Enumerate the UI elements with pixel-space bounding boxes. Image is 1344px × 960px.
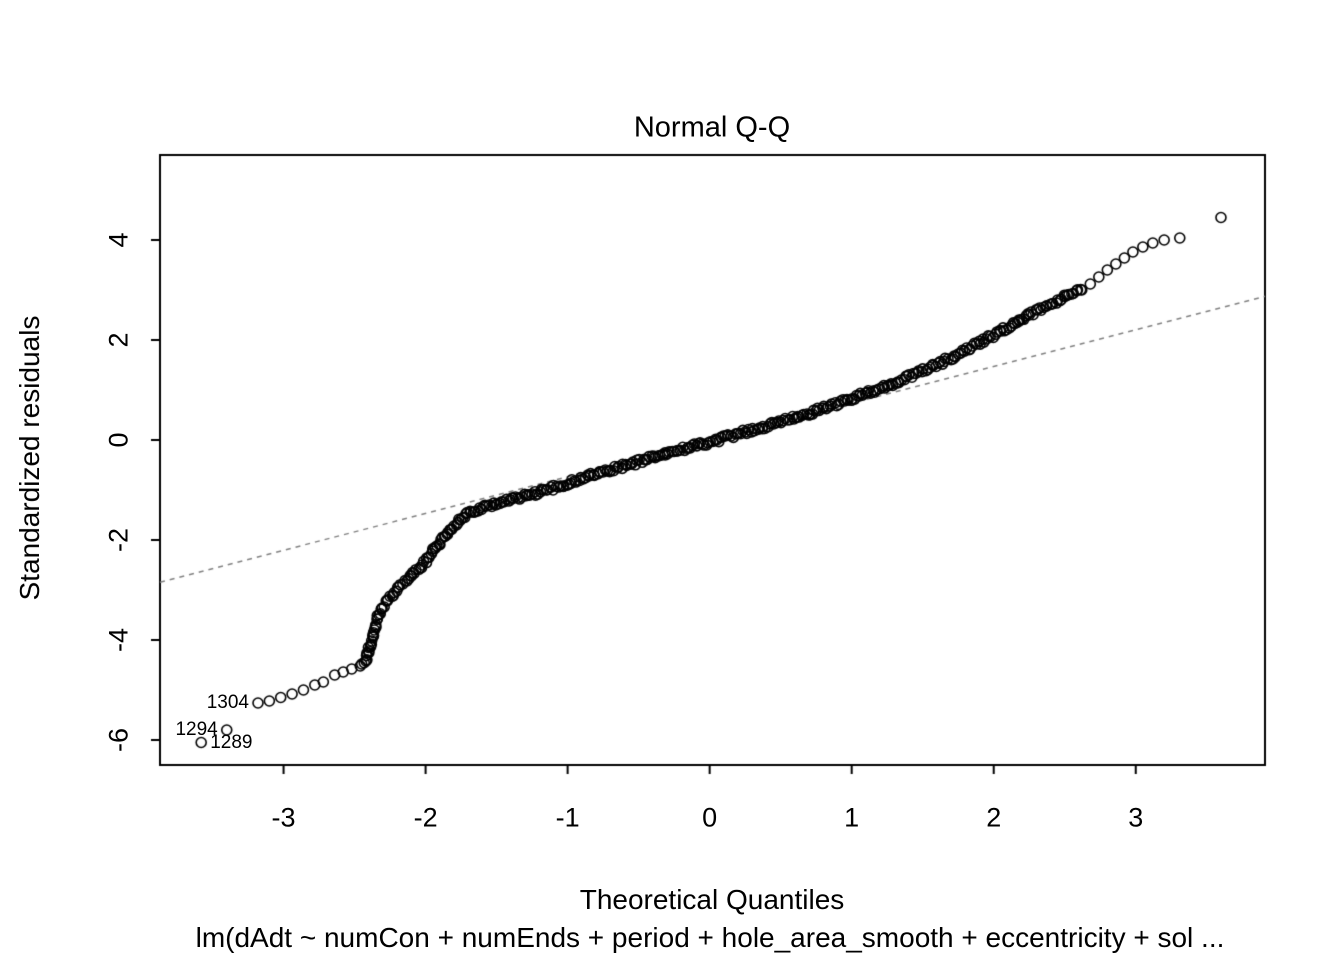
x-tick-label: 1 — [844, 802, 860, 833]
x-tick-label: 2 — [986, 802, 1002, 833]
model-formula-caption: lm(dAdt ~ numCon + numEnds + period + ho… — [195, 922, 1225, 953]
y-tick-label: -6 — [103, 727, 134, 753]
chart-title: Normal Q-Q — [633, 111, 791, 144]
y-tick-label: 2 — [103, 332, 134, 348]
y-tick-label: 0 — [103, 432, 134, 448]
x-tick-label: -3 — [271, 802, 296, 833]
x-tick-label: -1 — [555, 802, 580, 833]
x-axis-label: Theoretical Quantiles — [579, 884, 845, 915]
y-tick-label: -2 — [103, 527, 134, 553]
x-tick-label: -2 — [413, 802, 438, 833]
x-tick-label: 0 — [702, 802, 718, 833]
outlier-label-1294: 1294 — [175, 719, 218, 740]
x-tick-label: 3 — [1128, 802, 1144, 833]
y-axis-label: Standardized residuals — [14, 315, 45, 601]
y-tick-label: 4 — [103, 232, 134, 248]
outlier-label-1289: 1289 — [210, 731, 253, 753]
outlier-label-1304: 1304 — [206, 692, 250, 713]
y-tick-label: -4 — [103, 627, 134, 653]
